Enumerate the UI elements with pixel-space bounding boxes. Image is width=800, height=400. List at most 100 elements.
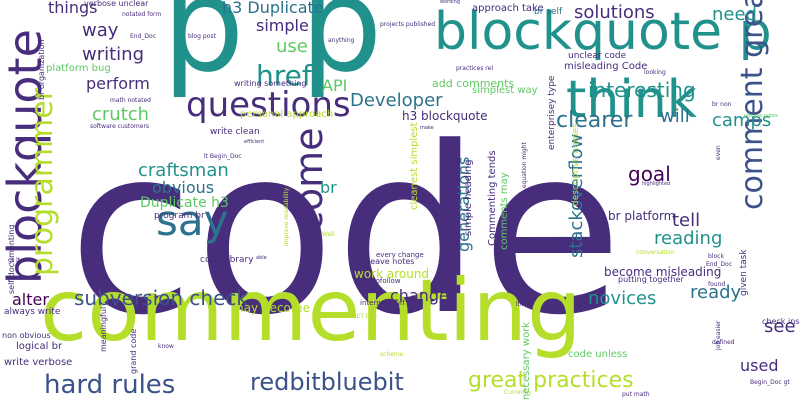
word-think: think (566, 70, 697, 130)
word-rel-nofollow: rel nofollow (360, 277, 401, 285)
word-every-change: every change (376, 251, 424, 259)
word-perform: perform (86, 74, 150, 93)
word-commenting-tends: Commenting tends (487, 150, 498, 246)
word-always-write: always write (4, 307, 61, 317)
word-currently: Currently (504, 389, 532, 396)
word-enterprisey-type: enterprisey type (547, 75, 557, 150)
word-make: make (420, 125, 434, 131)
word-camps: camps (712, 110, 772, 131)
word-comments-may: comments may (499, 172, 510, 250)
word-check-ins: check ins (762, 317, 800, 326)
word-subversion-check: subversion check (74, 286, 248, 310)
word-br-non: br non (712, 101, 732, 108)
word-notated-form: notated form (122, 11, 162, 18)
word-writing-something: writing something (234, 79, 307, 88)
word-alter: alter (12, 290, 49, 309)
word-hard-rules: hard rules (44, 370, 176, 400)
word-given-task: given task (739, 249, 749, 296)
word-simplest-way: simplest way (472, 85, 538, 96)
word-blockquote-p: blockquote p (434, 2, 772, 62)
word-lt-begin-doc: lt Begin_Doc (204, 153, 242, 160)
word-looking: looking (644, 69, 666, 76)
word-lot: lot (516, 301, 524, 308)
word-platform-bug: platform bug (46, 63, 111, 74)
word-p: p (162, 0, 245, 101)
word-internal-stuff: internal stuff (360, 299, 405, 307)
word-found: found (708, 281, 726, 288)
word-leave-notes: leave notes (368, 257, 415, 266)
word-ready: ready (690, 282, 742, 303)
word-cleanest-simplest: cleanest simplest (409, 122, 420, 211)
word-simple: simple (256, 16, 309, 35)
word-equation-might: equation might (521, 142, 528, 188)
word-math-notated: math notated (110, 97, 151, 104)
word-personal-approach: personal approach (240, 109, 334, 120)
word-even: even (715, 145, 722, 160)
word-write-clean: write clean (210, 127, 260, 137)
word-misleading-code: misleading Code (564, 61, 648, 72)
word-programmer: programmer (25, 87, 60, 276)
word-release-notes: release notes (744, 113, 778, 119)
word-developer: Developer (350, 90, 443, 111)
word-logical-br: logical br (16, 341, 63, 352)
word-know: know (158, 343, 174, 350)
word-code-unless: code unless (568, 349, 628, 360)
word-end-doc: End_Doc (130, 33, 156, 40)
word-may-become: may become (232, 301, 310, 315)
word-things: things (48, 0, 98, 17)
word-grand-code: grand code (129, 328, 138, 374)
word-code: code (68, 99, 623, 366)
word-practices-rel: practices rel (456, 65, 493, 72)
word-used: used (740, 356, 779, 375)
word-something-complex: something complex (449, 175, 458, 254)
word-novices: novices (588, 288, 657, 309)
word-comment-great: comment great (735, 0, 770, 210)
word-well: Well (322, 231, 335, 238)
word-questions: questions (186, 85, 351, 125)
word-use: use (276, 36, 308, 57)
word-br-organization: br organization (37, 39, 46, 100)
word-able: able (256, 255, 267, 261)
word-unclear-code: unclear code (568, 51, 627, 61)
word-write-verbose: write verbose (4, 357, 73, 368)
word-need: need (712, 4, 757, 25)
word-verbose-unclear: verbose unclear (84, 0, 149, 8)
word-software-customers: software customers (90, 123, 150, 130)
word-end-doc: End_Doc (706, 261, 732, 268)
word-commenting: commenting (40, 261, 582, 361)
word-descriptive-names: descriptive names (571, 123, 581, 206)
word-obvious: obvious (152, 178, 215, 197)
word-change: change (390, 286, 449, 305)
word-gt-lt: gt lt (8, 257, 21, 264)
word-improve-readability: improve readability (283, 187, 290, 246)
word-approach-take: approach take (472, 3, 544, 14)
word-way: way (82, 20, 119, 41)
word-writing: writing (82, 44, 145, 65)
word-crutch: crutch (92, 104, 150, 125)
word-craftsman: craftsman (138, 160, 229, 181)
word-non-obvious: non obvious (2, 331, 51, 340)
word-meaningful: meaningful (99, 306, 108, 352)
word-wording: wording (440, 0, 461, 5)
word-see: see (764, 316, 796, 337)
word-api: API (322, 76, 348, 95)
word-block: block (708, 253, 724, 260)
word-great-practices: great practices (468, 368, 634, 393)
word-h3-duplicate: h3 Duplicate (222, 0, 324, 17)
word-br: br (320, 178, 337, 197)
word-h3-blockquote: h3 blockquote (402, 109, 488, 123)
word-work-around: work around (354, 267, 430, 281)
word-simple-heading: simple heading (463, 159, 474, 236)
word-net-btw: NET btw (352, 313, 377, 320)
word-putting-together: putting together (618, 275, 684, 284)
word-reading: reading (654, 228, 723, 249)
word-say: say (156, 196, 229, 245)
word-efficient: efficient (244, 139, 265, 145)
word-code-library: code library (200, 255, 254, 265)
word-br-platform: br platform (608, 209, 676, 223)
word-put-math: put math (622, 391, 650, 398)
word-anything: anything (328, 37, 355, 44)
word-defined: defined (712, 339, 735, 346)
word-program-br: program br (154, 211, 205, 221)
